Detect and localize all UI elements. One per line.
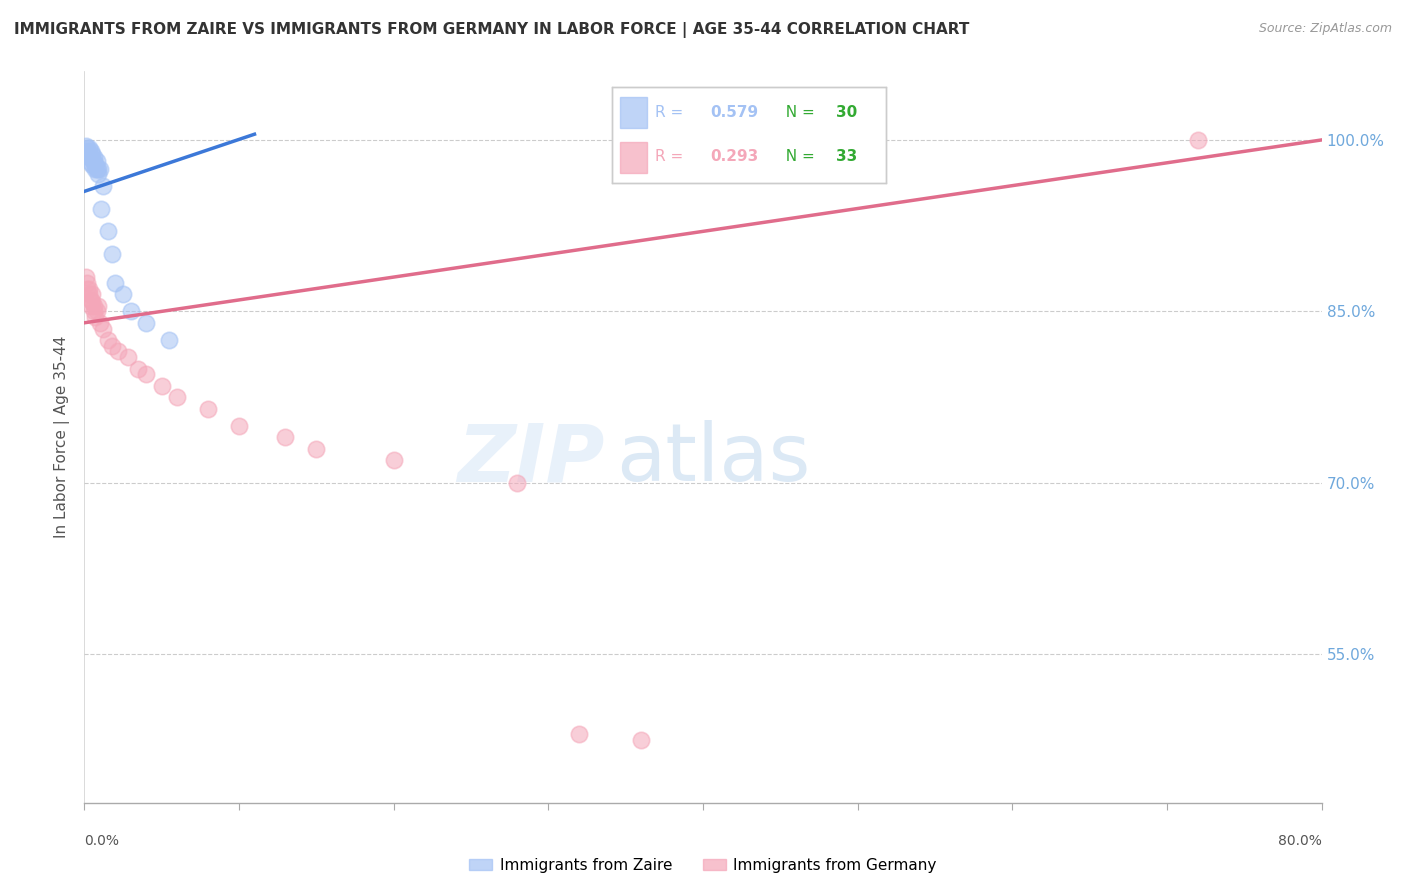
Point (76, 141, 98, 155)
Text: 0.293: 0.293 (710, 149, 759, 164)
Point (83, 299, 105, 313)
Point (568, 727, 591, 741)
Point (82, 287, 104, 301)
Point (82, 146, 104, 161)
Point (87, 167, 110, 181)
Legend: Immigrants from Zaire, Immigrants from Germany: Immigrants from Zaire, Immigrants from G… (463, 852, 943, 880)
Point (101, 339, 124, 353)
Point (104, 276, 127, 290)
Text: N =: N = (776, 149, 820, 164)
Point (79, 293, 101, 307)
Point (83, 156, 105, 170)
Point (90, 202, 112, 216)
Point (87, 161, 110, 176)
Text: 80.0%: 80.0% (1278, 834, 1322, 848)
Text: ZIP: ZIP (457, 420, 605, 498)
Point (86, 161, 108, 176)
Point (84, 310, 107, 324)
Point (1187, 133, 1209, 147)
Bar (620, 143, 647, 173)
Point (79, 145, 101, 159)
Point (274, 430, 297, 444)
Point (117, 350, 139, 364)
Point (91, 321, 114, 335)
Point (76, 145, 98, 159)
Point (150, 378, 173, 392)
Point (91, 178, 114, 193)
Text: 0.0%: 0.0% (84, 834, 120, 848)
Point (77, 281, 100, 295)
Point (82, 158, 104, 172)
Point (87, 299, 110, 313)
Point (506, 475, 529, 490)
Point (84, 161, 107, 176)
Point (86, 153, 108, 168)
Point (82, 153, 104, 167)
Text: 30: 30 (837, 105, 858, 120)
Text: 0.579: 0.579 (710, 105, 758, 120)
Bar (620, 97, 647, 128)
Text: R =: R = (655, 149, 689, 164)
Text: Source: ZipAtlas.com: Source: ZipAtlas.com (1258, 22, 1392, 36)
Point (228, 418, 250, 433)
Point (166, 390, 188, 404)
Point (75, 270, 97, 285)
Point (79, 150, 101, 164)
Point (135, 368, 157, 382)
Point (159, 333, 181, 347)
Point (89, 161, 111, 176)
Point (107, 344, 129, 359)
Text: 33: 33 (837, 149, 858, 164)
Point (77, 150, 100, 164)
Point (128, 361, 150, 376)
Point (82, 295, 104, 310)
Point (630, 733, 652, 747)
Text: atlas: atlas (616, 420, 811, 498)
Point (77, 141, 100, 155)
Point (305, 442, 328, 456)
Point (97, 333, 120, 347)
Point (75, 138, 97, 153)
Point (135, 316, 157, 330)
Y-axis label: In Labor Force | Age 35-44: In Labor Force | Age 35-44 (55, 336, 70, 538)
Point (76, 276, 98, 290)
Point (86, 304, 108, 318)
Point (83, 304, 105, 318)
Point (79, 156, 101, 170)
Point (89, 316, 111, 330)
Point (97, 224, 120, 238)
Point (382, 453, 405, 467)
Point (84, 156, 107, 170)
Point (77, 146, 100, 161)
Text: N =: N = (776, 105, 820, 120)
Text: IMMIGRANTS FROM ZAIRE VS IMMIGRANTS FROM GERMANY IN LABOR FORCE | AGE 35-44 CORR: IMMIGRANTS FROM ZAIRE VS IMMIGRANTS FROM… (14, 22, 969, 38)
Point (120, 304, 142, 318)
Point (112, 287, 135, 301)
Point (197, 401, 219, 416)
Text: R =: R = (655, 105, 689, 120)
Point (76, 281, 98, 295)
Point (83, 150, 105, 164)
Point (79, 299, 101, 313)
Point (101, 247, 124, 261)
Point (77, 287, 100, 301)
